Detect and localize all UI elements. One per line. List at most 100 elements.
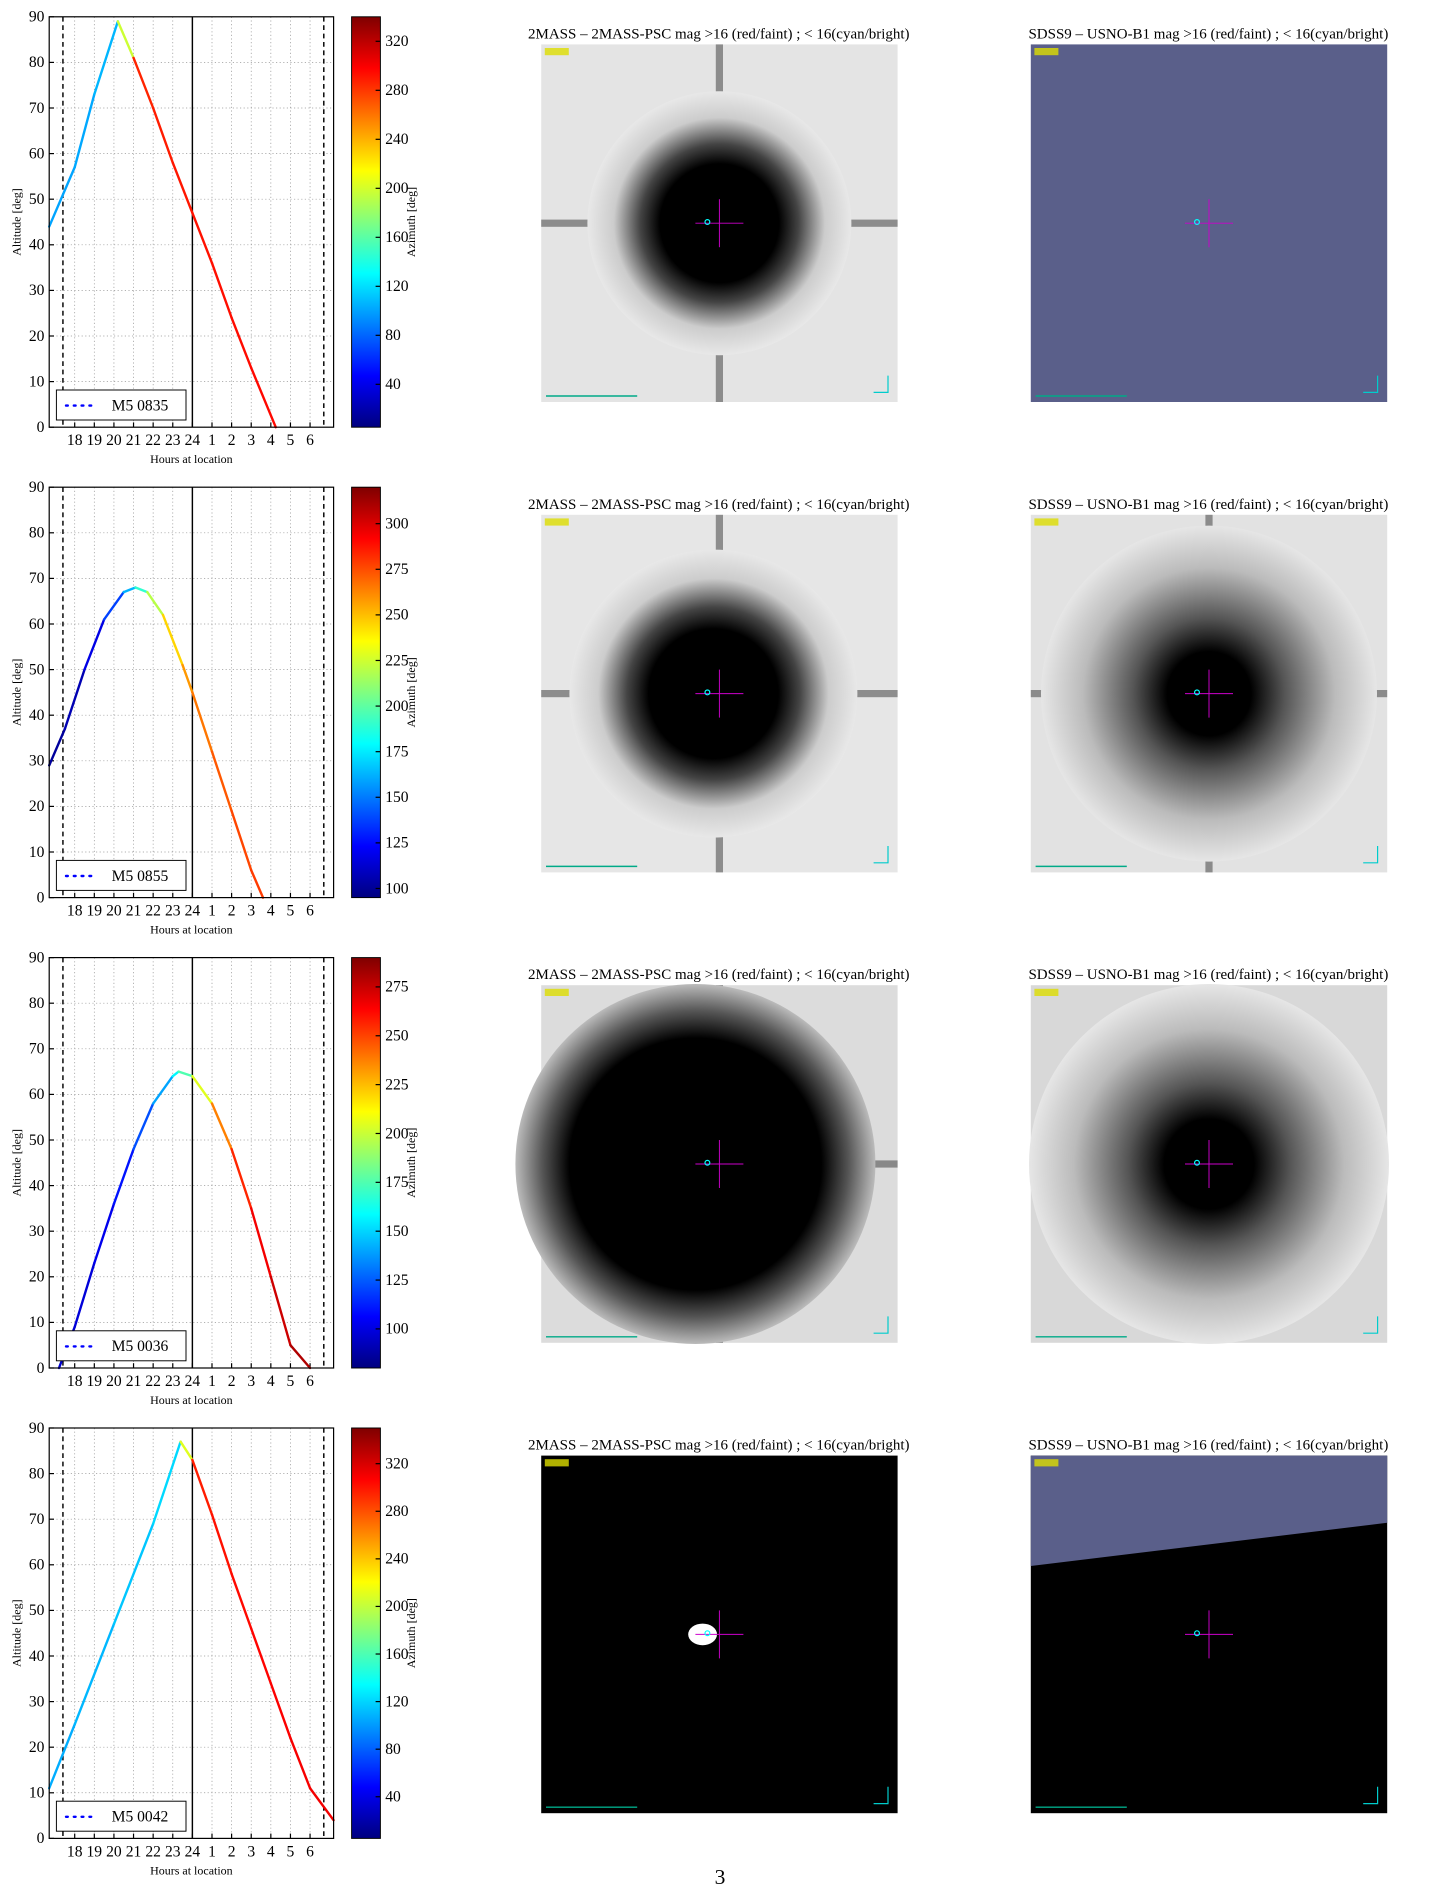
y-tick-label: 60 bbox=[29, 1557, 45, 1574]
plot-frame bbox=[48, 956, 335, 1369]
survey-tag bbox=[1034, 988, 1059, 996]
altitude-segment bbox=[210, 750, 233, 813]
altitude-segment bbox=[230, 316, 253, 370]
x-tick-label: 18 bbox=[67, 1843, 83, 1860]
y-tick-label: 60 bbox=[29, 1086, 45, 1103]
y-tick-label: 70 bbox=[29, 570, 45, 587]
altitude-segment bbox=[210, 261, 233, 319]
altitude-segment bbox=[210, 1102, 233, 1151]
plot-frame bbox=[48, 1427, 335, 1839]
x-tick-label: 19 bbox=[87, 1843, 103, 1860]
altitude-segment bbox=[161, 613, 184, 667]
colorbar-tick-label: 320 bbox=[385, 1455, 409, 1472]
colorbar-tick-label: 150 bbox=[385, 789, 409, 806]
x-tick-label: 20 bbox=[106, 432, 122, 449]
x-tick-label: 23 bbox=[165, 903, 181, 920]
y-axis-label: Altitude [deg] bbox=[9, 1599, 23, 1667]
image-title: 2MASS – 2MASS-PSC mag >16 (red/faint) ; … bbox=[528, 1438, 910, 1454]
altitude-segment bbox=[250, 869, 265, 899]
altitude-segment bbox=[151, 1074, 174, 1105]
y-tick-label: 0 bbox=[37, 889, 45, 906]
page-number: 3 bbox=[715, 1865, 726, 1889]
x-tick-label: 2 bbox=[228, 432, 236, 449]
survey-tag bbox=[1034, 518, 1059, 526]
altitude-segment bbox=[171, 161, 194, 215]
y-tick-label: 10 bbox=[29, 1314, 45, 1331]
x-axis-label: Hours at location bbox=[150, 1393, 233, 1407]
y-tick-label: 20 bbox=[29, 328, 45, 345]
image-title: SDSS9 – USNO-B1 mag >16 (red/faint) ; < … bbox=[1028, 967, 1388, 983]
colorbar-tick-label: 100 bbox=[385, 1321, 409, 1338]
y-tick-label: 30 bbox=[29, 282, 45, 299]
colorbar-tick-label: 40 bbox=[385, 1789, 401, 1806]
y-tick-label: 90 bbox=[29, 479, 45, 496]
colorbar-tick-label: 150 bbox=[385, 1223, 409, 1240]
y-tick-label: 30 bbox=[29, 1693, 45, 1710]
altitude-segment bbox=[289, 1343, 312, 1370]
y-tick-label: 30 bbox=[29, 1223, 45, 1240]
colorbar-tick-label: 275 bbox=[385, 979, 409, 996]
colorbar-tick-label: 200 bbox=[385, 1598, 409, 1615]
colorbar-tick-label: 300 bbox=[385, 515, 409, 532]
altitude-segment bbox=[191, 1074, 214, 1105]
x-tick-label: 2 bbox=[228, 1843, 236, 1860]
y-tick-label: 80 bbox=[29, 525, 45, 542]
x-tick-label: 24 bbox=[185, 1373, 201, 1390]
altitude-segment bbox=[112, 1522, 155, 1626]
target-marker bbox=[1193, 689, 1200, 696]
legend-box bbox=[55, 389, 187, 421]
x-tick-label: 20 bbox=[106, 1373, 122, 1390]
x-tick-label: 22 bbox=[145, 1373, 161, 1390]
x-tick-label: 6 bbox=[306, 1373, 314, 1390]
altitude-segment bbox=[181, 663, 194, 694]
target-marker bbox=[1193, 1159, 1200, 1166]
colorbar-tick-label: 200 bbox=[385, 698, 409, 715]
y-tick-label: 80 bbox=[29, 1465, 45, 1482]
colorbar-tick-label: 250 bbox=[385, 1028, 409, 1045]
colorbar-tick-label: 80 bbox=[385, 327, 401, 344]
colorbar-tick-label: 175 bbox=[385, 1174, 409, 1191]
altitude-segment bbox=[63, 668, 86, 731]
x-tick-label: 2 bbox=[228, 903, 236, 920]
colorbar-label: Azimuth [deg] bbox=[404, 1128, 418, 1198]
x-tick-label: 24 bbox=[185, 1843, 201, 1860]
x-tick-label: 19 bbox=[87, 903, 103, 920]
legend-label: M5 0835 bbox=[112, 397, 169, 414]
colorbar-tick-label: 280 bbox=[385, 1503, 409, 1520]
altitude-segment bbox=[134, 586, 149, 594]
colorbar-tick-label: 160 bbox=[385, 1646, 409, 1663]
y-tick-label: 10 bbox=[29, 844, 45, 861]
y-tick-label: 0 bbox=[37, 1830, 45, 1847]
plot-area bbox=[49, 16, 334, 428]
colorbar-tick-label: 120 bbox=[385, 1693, 409, 1710]
y-tick-label: 40 bbox=[29, 237, 45, 254]
colorbar bbox=[351, 957, 381, 1369]
x-tick-label: 18 bbox=[67, 903, 83, 920]
image-title: 2MASS – 2MASS-PSC mag >16 (red/faint) ; … bbox=[528, 497, 910, 513]
sky-region bbox=[1030, 1455, 1388, 1566]
x-axis-label: Hours at location bbox=[150, 923, 233, 937]
survey-tag bbox=[544, 47, 569, 56]
compass bbox=[873, 1316, 889, 1334]
colorbar bbox=[351, 486, 381, 899]
altitude-segment bbox=[73, 1261, 96, 1329]
x-tick-label: 21 bbox=[126, 1843, 142, 1860]
altitude-segment bbox=[48, 166, 76, 228]
colorbar-label: Azimuth [deg] bbox=[404, 657, 418, 727]
altitude-segment bbox=[73, 93, 96, 169]
x-axis-label: Hours at location bbox=[150, 452, 233, 466]
altitude-segment bbox=[230, 809, 253, 872]
legend-label: M5 0042 bbox=[112, 1809, 169, 1826]
x-tick-label: 22 bbox=[145, 432, 161, 449]
y-tick-label: 80 bbox=[29, 54, 45, 71]
image-title: SDSS9 – USNO-B1 mag >16 (red/faint) ; < … bbox=[1028, 1438, 1388, 1454]
y-tick-label: 80 bbox=[29, 995, 45, 1012]
x-tick-label: 19 bbox=[87, 432, 103, 449]
y-tick-label: 60 bbox=[29, 616, 45, 633]
altitude-segment bbox=[250, 366, 277, 429]
sky-image bbox=[1030, 44, 1388, 402]
x-tick-label: 5 bbox=[287, 1373, 295, 1390]
colorbar-tick-label: 225 bbox=[385, 1076, 409, 1093]
